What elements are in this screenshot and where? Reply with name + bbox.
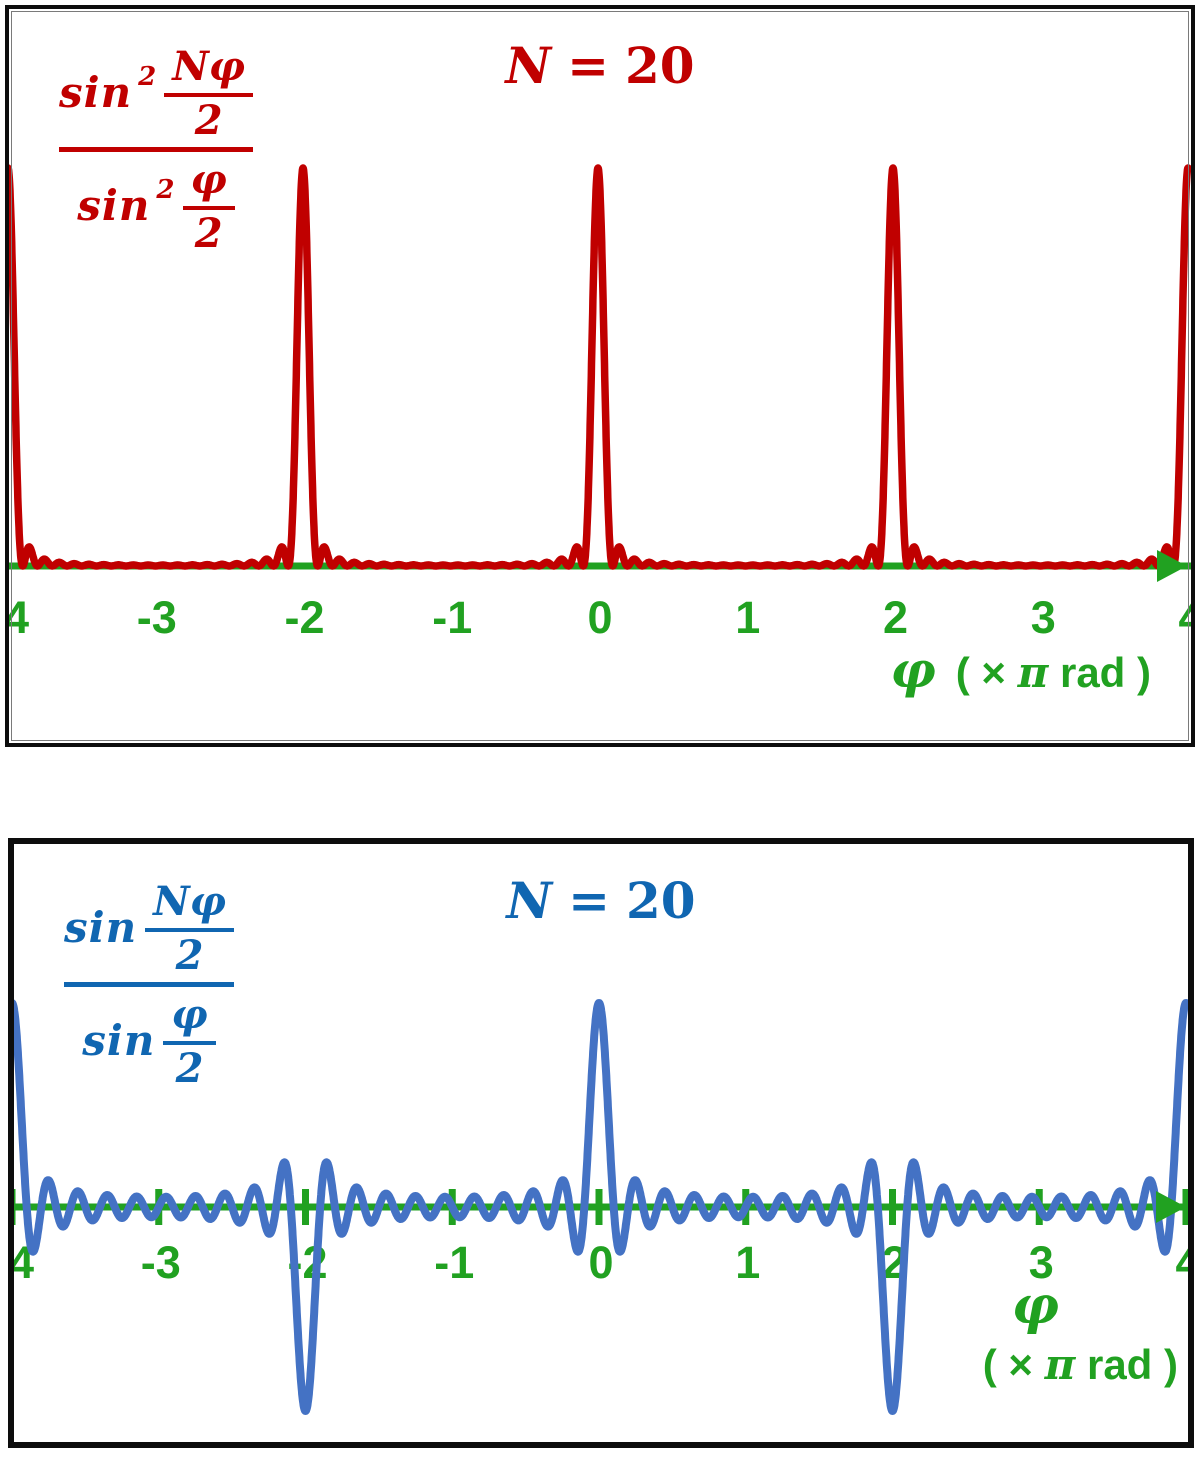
x-tick-label: 0 — [587, 592, 613, 643]
formula-numerator: sin Nφ 2 — [64, 880, 234, 976]
sin-function-label: sin — [82, 1016, 156, 1065]
inner-fraction: Nφ 2 — [145, 880, 234, 976]
x-axis-label: φ( × π rad ) — [890, 645, 1151, 695]
phi-symbol: φ — [890, 640, 936, 699]
amplitude-formula: sin Nφ 2 sin φ 2 — [64, 880, 234, 1089]
chart-title: N = 20 — [506, 871, 696, 930]
formula-denominator: sin 2 φ 2 — [77, 158, 235, 254]
sin-function-label: sin — [64, 903, 138, 952]
x-tick-label: -3 — [136, 592, 177, 643]
intensity-plot — [9, 164, 1191, 582]
x-tick-label: -2 — [284, 592, 325, 643]
x-tick-label: 2 — [882, 592, 909, 643]
intensity-curve — [9, 164, 1191, 570]
x-tick-label: 0 — [588, 1237, 614, 1288]
formula-denominator: sin φ 2 — [82, 993, 216, 1089]
x-axis-arrow-icon — [1157, 550, 1187, 582]
x-tick-label: 3 — [1030, 592, 1056, 643]
axis-units: ( × π rad ) — [955, 648, 1151, 697]
inner-fraction: φ 2 — [182, 158, 235, 254]
fraction-bar — [64, 982, 234, 987]
sin-function-label: sin — [59, 68, 133, 117]
x-tick-label: 1 — [735, 592, 761, 643]
x-tick-label: -3 — [140, 1237, 181, 1288]
fraction-bar — [59, 147, 253, 152]
pi-symbol: π — [1017, 648, 1049, 697]
phi-symbol: φ — [1011, 1275, 1059, 1336]
pi-symbol: π — [1044, 1340, 1076, 1389]
x-tick-label: -1 — [432, 592, 473, 643]
amplitude-plot — [14, 999, 1188, 1415]
x-tick-label: -4 — [5, 592, 30, 643]
inner-fraction: Nφ 2 — [164, 45, 253, 141]
amplitude-chart-frame: sin Nφ 2 sin φ 2 N=20 -4-3-2-101234 φ ( … — [8, 838, 1194, 1448]
amplitude-curve — [14, 999, 1188, 1415]
exponent: 2 — [156, 175, 175, 205]
axis-units: ( × π rad ) — [982, 1340, 1178, 1389]
x-axis-arrow-icon — [1156, 1191, 1186, 1223]
sin-function-label: sin — [77, 181, 151, 230]
exponent: 2 — [138, 62, 157, 92]
formula-numerator: sin 2 Nφ 2 — [59, 45, 253, 141]
x-tick-label: 3 — [1028, 1237, 1054, 1288]
chart-title: N = 20 — [505, 36, 695, 95]
x-tick-label: 4 — [1175, 1240, 1188, 1285]
x-axis-tick-labels: -4-3-2-101234 — [9, 595, 1191, 647]
intensity-formula: sin 2 Nφ 2 sin 2 φ 2 — [59, 45, 253, 254]
inner-fraction: φ 2 — [163, 993, 216, 1089]
x-tick-label: -1 — [434, 1237, 475, 1288]
x-tick-label: 4 — [1178, 595, 1191, 640]
x-tick-label: 1 — [735, 1237, 761, 1288]
x-axis-label: φ ( × π rad ) — [983, 1280, 1178, 1386]
